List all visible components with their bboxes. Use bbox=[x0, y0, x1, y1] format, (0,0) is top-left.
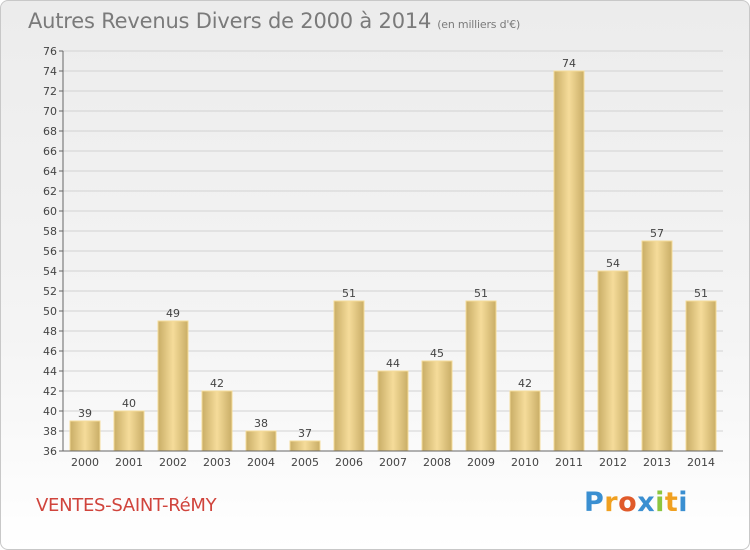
x-tick-label: 2000 bbox=[71, 456, 99, 469]
bar bbox=[465, 300, 497, 452]
y-tick-label: 74 bbox=[43, 65, 57, 78]
x-tick-label: 2002 bbox=[159, 456, 187, 469]
y-tick-label: 38 bbox=[43, 425, 57, 438]
commune-name: VENTES-SAINT-RéMY bbox=[36, 495, 217, 516]
bar-value-label: 51 bbox=[474, 287, 488, 300]
y-tick-label: 50 bbox=[43, 305, 57, 318]
y-tick-label: 56 bbox=[43, 245, 57, 258]
bar-value-label: 49 bbox=[166, 307, 180, 320]
bar-value-label: 74 bbox=[562, 57, 576, 70]
logo-letter: r bbox=[604, 487, 619, 518]
title-unit: (en milliers d'€) bbox=[437, 18, 521, 31]
logo-letter: P bbox=[584, 487, 605, 518]
logo-letter: t bbox=[664, 487, 679, 518]
bars: 39 40 49 42 38 37 51 44 45 51 42 74 54 57 51 bbox=[69, 57, 717, 452]
bar-value-label: 38 bbox=[254, 417, 268, 430]
x-tick-label: 2014 bbox=[687, 456, 715, 469]
bar-value-label: 57 bbox=[650, 227, 664, 240]
bar bbox=[333, 300, 365, 452]
title-main: Autres Revenus Divers de 2000 à 2014 bbox=[28, 9, 432, 33]
bar bbox=[245, 430, 277, 452]
bar bbox=[69, 420, 101, 452]
y-tick-label: 70 bbox=[43, 105, 57, 118]
y-tick-label: 60 bbox=[43, 205, 57, 218]
bar-value-label: 51 bbox=[694, 287, 708, 300]
bar-value-label: 45 bbox=[430, 347, 444, 360]
logo-letter: o bbox=[618, 487, 638, 518]
bar bbox=[113, 410, 145, 452]
x-tick-label: 2006 bbox=[335, 456, 363, 469]
x-tick-label: 2010 bbox=[511, 456, 539, 469]
x-tick-label: 2012 bbox=[599, 456, 627, 469]
bar bbox=[157, 320, 189, 452]
bar-value-label: 44 bbox=[386, 357, 400, 370]
x-tick-label: 2005 bbox=[291, 456, 319, 469]
bar bbox=[201, 390, 233, 452]
logo-letter: i bbox=[655, 487, 665, 518]
x-tick-label: 2007 bbox=[379, 456, 407, 469]
y-tick-label: 42 bbox=[43, 385, 57, 398]
y-tick-label: 54 bbox=[43, 265, 57, 278]
x-tick-label: 2004 bbox=[247, 456, 275, 469]
bar-value-label: 39 bbox=[78, 407, 92, 420]
bar-value-label: 51 bbox=[342, 287, 356, 300]
y-tick-label: 72 bbox=[43, 85, 57, 98]
bar-value-label: 42 bbox=[210, 377, 224, 390]
y-tick-label: 44 bbox=[43, 365, 57, 378]
bar-value-label: 37 bbox=[298, 427, 312, 440]
y-tick-label: 64 bbox=[43, 165, 57, 178]
bar bbox=[597, 270, 629, 452]
logo-letter: i bbox=[678, 487, 689, 518]
bar bbox=[641, 240, 673, 452]
bar bbox=[421, 360, 453, 452]
y-tick-label: 58 bbox=[43, 225, 57, 238]
y-tick-label: 36 bbox=[43, 445, 57, 458]
bar bbox=[509, 390, 541, 452]
y-tick-label: 46 bbox=[43, 345, 57, 358]
bar bbox=[685, 300, 717, 452]
y-tick-label: 52 bbox=[43, 285, 57, 298]
chart-title: Autres Revenus Divers de 2000 à 2014 (en … bbox=[28, 9, 520, 33]
x-tick-label: 2008 bbox=[423, 456, 451, 469]
x-tick-label: 2001 bbox=[115, 456, 143, 469]
y-tick-label: 66 bbox=[43, 145, 57, 158]
x-tick-label: 2013 bbox=[643, 456, 671, 469]
x-tick-label: 2009 bbox=[467, 456, 495, 469]
proxiti-logo: Proxiti bbox=[584, 487, 688, 518]
y-tick-label: 68 bbox=[43, 125, 57, 138]
x-axis: 2000 2001 2002 2003 2004 2005 2006 2007 2008 2009… bbox=[63, 450, 723, 469]
y-tick-label: 76 bbox=[43, 45, 57, 58]
bar bbox=[377, 370, 409, 452]
y-tick-label: 48 bbox=[43, 325, 57, 338]
x-tick-label: 2011 bbox=[555, 456, 583, 469]
bar-value-label: 54 bbox=[606, 257, 620, 270]
y-tick-label: 62 bbox=[43, 185, 57, 198]
logo-letter: x bbox=[637, 487, 656, 518]
bar-value-label: 42 bbox=[518, 377, 532, 390]
x-tick-label: 2003 bbox=[203, 456, 231, 469]
bar bbox=[289, 440, 321, 452]
bar bbox=[553, 70, 585, 452]
y-tick-label: 40 bbox=[43, 405, 57, 418]
bar-value-label: 40 bbox=[122, 397, 136, 410]
y-axis: 36 38 40 42 44 46 48 50 52 54 56 58 60 62 64 66 68 70 72 74… bbox=[43, 45, 64, 458]
